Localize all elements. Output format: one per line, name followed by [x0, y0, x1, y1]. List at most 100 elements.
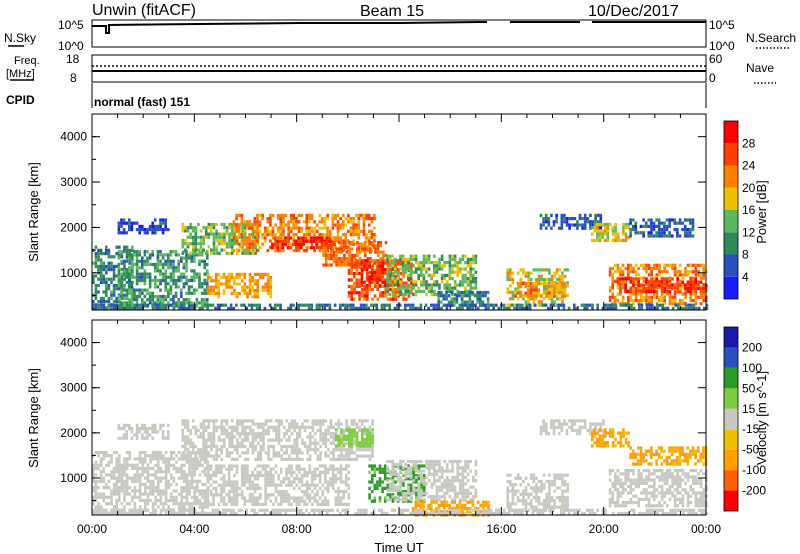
- power-cell: [353, 272, 356, 276]
- power-cell: [183, 303, 186, 307]
- power-cell: [358, 272, 361, 276]
- power-cell: [445, 297, 448, 301]
- power-cell: [256, 226, 259, 230]
- velocity-cell: [298, 448, 302, 452]
- power-cell: [432, 303, 436, 307]
- velocity-cell: [180, 495, 183, 499]
- power-cell: [482, 303, 485, 307]
- power-cell: [407, 267, 410, 271]
- power-cell: [505, 306, 508, 310]
- velocity-cell: [279, 467, 283, 471]
- power-cell: [345, 260, 349, 264]
- power-cell: [466, 270, 470, 274]
- velocity-cell: [290, 432, 294, 436]
- power-cell: [637, 277, 640, 281]
- power-cell: [601, 229, 604, 233]
- power-cell: [159, 278, 162, 283]
- power-cell: [223, 242, 226, 246]
- power-cell: [663, 224, 666, 228]
- velocity-cell: [311, 419, 315, 423]
- power-cell: [197, 222, 200, 227]
- power-cell: [379, 291, 382, 295]
- velocity-cell: [151, 454, 155, 458]
- power-cell: [404, 303, 407, 307]
- velocity-cell: [105, 473, 108, 477]
- velocity-cell: [311, 441, 315, 445]
- power-cell: [558, 291, 561, 295]
- power-cell: [466, 283, 470, 287]
- power-cell: [107, 284, 111, 288]
- power-cell: [286, 239, 290, 243]
- power-cell: [353, 263, 357, 267]
- power-cell: [544, 220, 548, 224]
- power-cell: [225, 251, 229, 255]
- velocity-cell: [360, 422, 364, 426]
- velocity-cell: [209, 464, 213, 468]
- power-cell: [606, 226, 610, 230]
- velocity-cell: [189, 441, 192, 445]
- power-cell: [566, 268, 569, 272]
- velocity-cell: [110, 473, 113, 477]
- power-cell: [433, 293, 436, 297]
- power-cell: [668, 295, 672, 299]
- velocity-cell: [186, 419, 190, 423]
- power-cell: [217, 242, 221, 246]
- power-cell: [154, 303, 157, 307]
- power-cell: [527, 277, 530, 282]
- velocity-cell: [128, 463, 131, 467]
- velocity-cell: [167, 463, 170, 467]
- power-cell: [366, 291, 369, 295]
- velocity-cell: [228, 451, 231, 455]
- power-cell: [448, 303, 451, 307]
- power-cell: [135, 228, 139, 232]
- power-cell: [596, 232, 599, 236]
- power-cell: [446, 273, 449, 277]
- power-cell: [634, 273, 638, 277]
- power-cell: [560, 217, 564, 221]
- power-cell: [117, 262, 121, 267]
- velocity-cell: [118, 495, 121, 499]
- power-cell: [254, 226, 257, 230]
- power-cell: [455, 297, 459, 301]
- power-cell: [402, 281, 405, 285]
- power-cell: [243, 226, 247, 230]
- power-cell: [307, 239, 311, 243]
- power-cell: [128, 291, 131, 295]
- power-cell: [184, 226, 187, 230]
- power-cell: [430, 283, 433, 287]
- power-cell: [388, 280, 392, 284]
- power-cell: [367, 217, 371, 221]
- power-cell: [146, 291, 149, 295]
- power-cell: [378, 267, 382, 272]
- velocity-cell: [212, 425, 216, 429]
- power-cell: [581, 223, 584, 227]
- power-cell: [282, 213, 285, 217]
- power-cell: [250, 239, 254, 243]
- power-cell: [355, 265, 359, 269]
- power-cell: [289, 303, 293, 307]
- power-cell: [451, 254, 454, 258]
- power-cell: [332, 241, 336, 245]
- velocity-cell: [238, 422, 242, 426]
- power-cell: [243, 229, 247, 233]
- velocity-cell: [185, 476, 189, 480]
- velocity-cell: [227, 480, 231, 484]
- power-cell: [185, 253, 188, 257]
- velocity-cell: [223, 428, 226, 433]
- freq-tick-top: 18: [66, 52, 80, 66]
- power-cell: [228, 235, 231, 239]
- velocity-cell: [269, 457, 273, 461]
- power-cell: [645, 286, 648, 291]
- power-cell: [107, 261, 111, 265]
- power-cell: [335, 253, 338, 257]
- power-cell: [348, 247, 351, 251]
- power-cell: [545, 287, 549, 291]
- power-cell: [563, 294, 567, 298]
- power-cell: [596, 213, 600, 217]
- velocity-cell: [353, 419, 356, 423]
- power-cell: [110, 255, 113, 259]
- power-cell: [392, 297, 395, 301]
- power-cell: [240, 233, 244, 237]
- power-cell: [159, 282, 162, 286]
- power-cell: [668, 276, 672, 280]
